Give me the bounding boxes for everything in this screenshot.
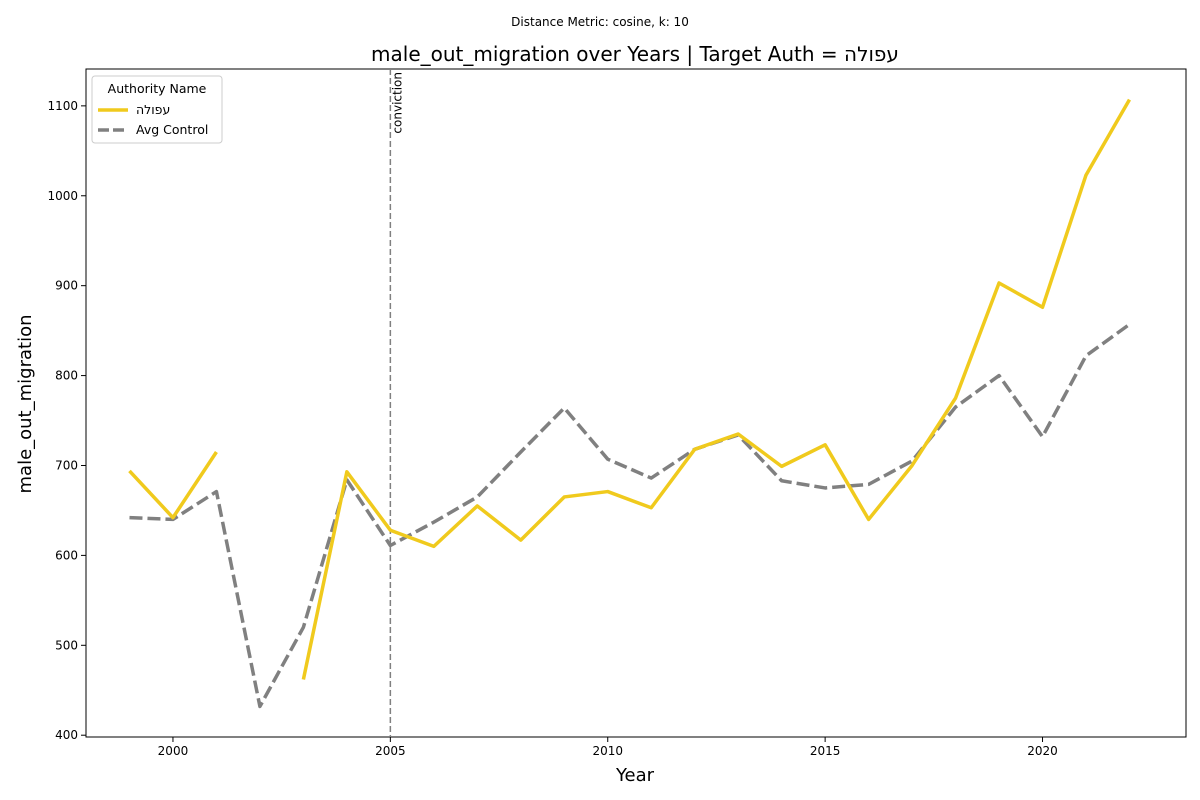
chart-title: male_out_migration over Years | Target A… — [371, 42, 899, 66]
y-tick-label: 900 — [55, 279, 78, 293]
x-tick-label: 2015 — [810, 744, 841, 758]
x-tick-label: 2000 — [158, 744, 189, 758]
x-axis-label: Year — [615, 765, 655, 786]
series-line-avg-control — [129, 322, 1131, 709]
y-tick-label: 800 — [55, 369, 78, 383]
x-tick-label: 2020 — [1027, 744, 1058, 758]
y-tick-label: 600 — [55, 548, 78, 562]
axes-frame — [85, 68, 1187, 738]
series-line-target — [128, 451, 218, 520]
legend-entry-control: Avg Control — [136, 122, 208, 137]
plot-area: 2000 2005 2010 2015 2020 400 500 600 700 800 900 10… — [47, 68, 1187, 758]
y-tick-label: 400 — [55, 728, 78, 742]
y-tick-label: 1000 — [47, 189, 78, 203]
conviction-marker-label: conviction — [390, 72, 404, 134]
legend-title: Authority Name — [108, 81, 207, 96]
series-line-target — [301, 98, 1131, 680]
x-tick-label: 2005 — [375, 744, 406, 758]
x-tick-label: 2010 — [592, 744, 623, 758]
legend-box — [91, 75, 223, 144]
y-tick-label: 500 — [55, 638, 78, 652]
legend: Authority Name עפולה Avg Control — [91, 75, 223, 144]
y-axis-label: male_out_migration — [15, 315, 36, 494]
legend-entry-target: עפולה — [136, 102, 170, 117]
y-tick-label: 700 — [55, 458, 78, 472]
chart-subtitle: Distance Metric: cosine, k: 10 — [511, 15, 689, 29]
y-tick-label: 1100 — [47, 99, 78, 113]
